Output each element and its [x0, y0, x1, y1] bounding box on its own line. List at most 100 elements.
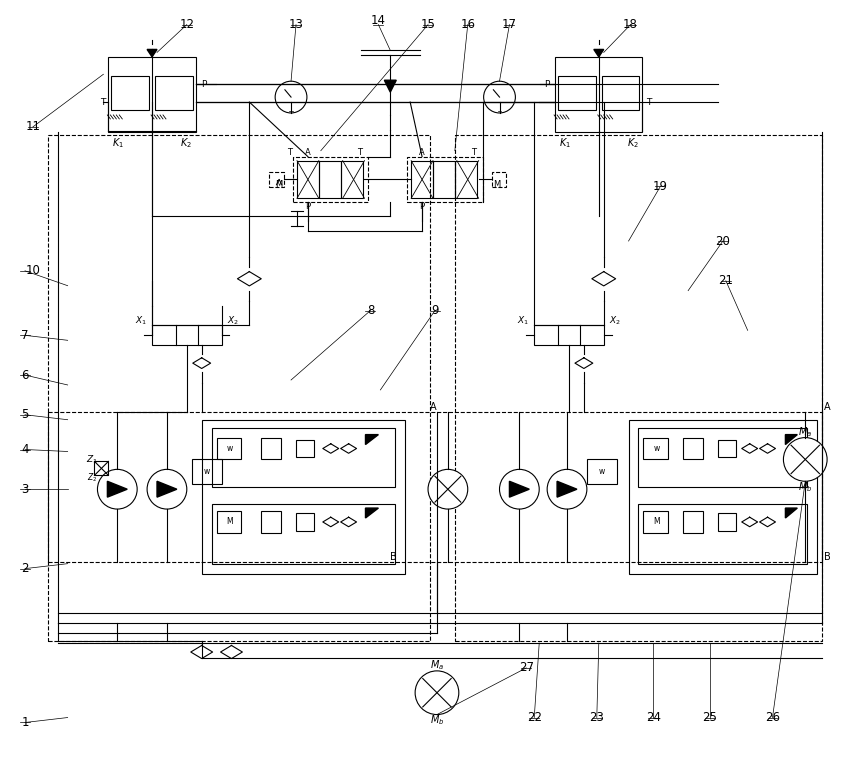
Text: 26: 26	[765, 711, 780, 724]
Bar	[296, 439, 314, 458]
Text: $M_b$: $M_b$	[430, 713, 444, 727]
Circle shape	[484, 81, 516, 113]
Text: 3: 3	[22, 483, 29, 496]
Text: 21: 21	[718, 274, 734, 287]
Text: M: M	[493, 180, 500, 189]
Bar	[455, 135, 822, 641]
Circle shape	[499, 469, 539, 509]
Bar	[586, 459, 617, 485]
Bar	[535, 325, 604, 346]
Text: $K_1$: $K_1$	[559, 136, 571, 150]
Text: T: T	[357, 148, 362, 157]
Text: 13: 13	[289, 18, 304, 31]
Text: w: w	[227, 444, 233, 453]
Bar	[638, 427, 807, 488]
Bar	[216, 511, 241, 533]
Text: 24: 24	[646, 711, 661, 724]
Text: 4: 4	[22, 443, 29, 456]
Bar	[638, 504, 807, 564]
Circle shape	[275, 81, 307, 113]
Text: $X_2$: $X_2$	[609, 314, 621, 327]
Text: 10: 10	[25, 264, 41, 277]
Text: $M_a$: $M_a$	[798, 425, 812, 439]
Polygon shape	[157, 481, 176, 497]
Text: M: M	[275, 180, 283, 189]
Bar	[192, 459, 221, 485]
Text: 20: 20	[715, 234, 730, 247]
Text: A: A	[430, 402, 436, 412]
Bar	[455, 161, 477, 198]
Text: $Z_1$: $Z_1$	[86, 453, 98, 465]
Text: 14: 14	[371, 14, 386, 27]
Text: 2: 2	[22, 562, 29, 575]
Text: $K_1$: $K_1$	[112, 136, 125, 150]
Text: $X_1$: $X_1$	[135, 314, 147, 327]
Bar	[433, 161, 455, 198]
Text: 16: 16	[460, 18, 475, 31]
Text: 12: 12	[179, 18, 195, 31]
Bar	[108, 57, 195, 132]
Text: A: A	[420, 148, 425, 157]
Text: B: B	[823, 552, 830, 562]
Circle shape	[147, 469, 187, 509]
Text: P: P	[201, 79, 207, 89]
Bar	[555, 57, 643, 132]
Text: $Z_2$: $Z_2$	[87, 471, 98, 484]
Bar	[629, 420, 817, 574]
Bar	[216, 438, 241, 459]
Polygon shape	[785, 435, 798, 445]
Text: 17: 17	[502, 18, 517, 31]
Text: 27: 27	[519, 662, 534, 674]
Text: P: P	[420, 201, 425, 211]
Text: M: M	[653, 517, 660, 526]
Bar	[644, 438, 669, 459]
Bar	[491, 172, 507, 188]
Text: 25: 25	[702, 711, 717, 724]
Bar	[48, 135, 430, 641]
Text: 15: 15	[420, 18, 435, 31]
Text: P: P	[305, 201, 311, 211]
Polygon shape	[557, 481, 577, 497]
Bar	[558, 76, 596, 110]
Text: w: w	[599, 467, 605, 476]
Text: 1: 1	[22, 716, 29, 729]
Text: T: T	[471, 148, 477, 157]
Bar	[112, 76, 149, 110]
Text: 23: 23	[589, 711, 605, 724]
Text: $K_2$: $K_2$	[180, 136, 192, 150]
Bar	[644, 511, 669, 533]
Bar	[155, 76, 193, 110]
Polygon shape	[384, 80, 396, 92]
Bar	[94, 462, 108, 475]
Text: A: A	[823, 402, 830, 412]
Text: T: T	[99, 98, 106, 107]
Bar	[261, 438, 281, 459]
Bar	[261, 511, 281, 533]
Bar	[319, 161, 341, 198]
Text: $M_b$: $M_b$	[798, 481, 812, 494]
Bar	[718, 439, 736, 458]
Text: $X_1$: $X_1$	[517, 314, 529, 327]
Text: w: w	[203, 467, 210, 476]
Bar	[407, 156, 483, 202]
Text: B: B	[390, 552, 397, 562]
Text: T: T	[646, 98, 651, 107]
Circle shape	[548, 469, 586, 509]
Text: 18: 18	[623, 18, 638, 31]
Circle shape	[784, 438, 827, 481]
Text: 6: 6	[22, 369, 29, 382]
Polygon shape	[366, 508, 378, 518]
Polygon shape	[147, 50, 157, 57]
Bar	[269, 172, 284, 188]
Text: $X_2$: $X_2$	[227, 314, 239, 327]
Text: 8: 8	[367, 304, 375, 317]
Text: $K_2$: $K_2$	[626, 136, 638, 150]
Bar	[683, 511, 703, 533]
Bar	[602, 76, 639, 110]
Text: A: A	[305, 148, 311, 157]
Text: M: M	[226, 517, 233, 526]
Bar	[296, 513, 314, 531]
Bar	[341, 161, 362, 198]
Polygon shape	[107, 481, 127, 497]
Text: 19: 19	[653, 180, 668, 193]
